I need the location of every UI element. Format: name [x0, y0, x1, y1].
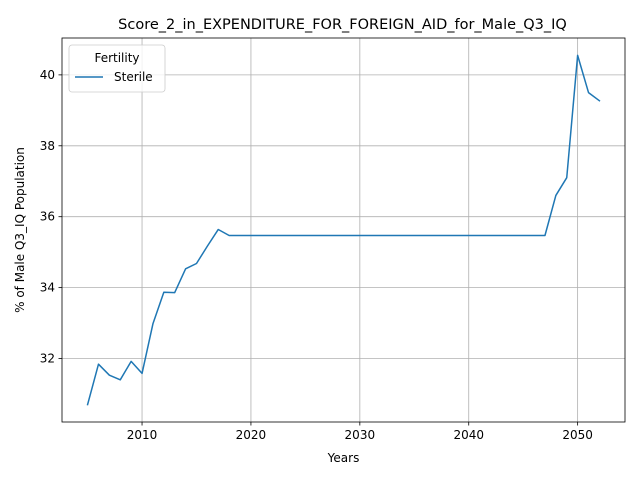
x-tick-label: 2040: [453, 428, 484, 442]
x-tick-label: 2010: [127, 428, 158, 442]
y-tick-label: 32: [40, 352, 55, 366]
series-line-sterile: [86, 54, 601, 406]
chart-title: Score_2_in_EXPENDITURE_FOR_FOREIGN_AID_f…: [118, 17, 567, 33]
legend-box: [68, 44, 166, 93]
y-tick-label: 34: [40, 281, 55, 295]
y-axis: 32 34 36 38 40: [40, 68, 62, 366]
x-tick-label: 2050: [562, 428, 593, 442]
y-axis-label: % of Male Q3_IQ Population: [13, 147, 27, 313]
x-axis: 2010 2020 2030 2040 2050: [127, 422, 593, 442]
legend: Fertility Sterile: [68, 44, 166, 93]
legend-title: Fertility: [94, 51, 139, 65]
x-tick-label: 2020: [236, 428, 267, 442]
x-axis-label: Years: [327, 451, 360, 465]
plot-area: [61, 37, 626, 423]
y-tick-label: 36: [40, 210, 55, 224]
y-tick-label: 38: [40, 139, 55, 153]
legend-label-sterile: Sterile: [114, 70, 153, 84]
y-tick-label: 40: [40, 68, 55, 82]
x-tick-label: 2030: [345, 428, 376, 442]
grid: [62, 38, 625, 422]
series-layer: [86, 54, 601, 406]
